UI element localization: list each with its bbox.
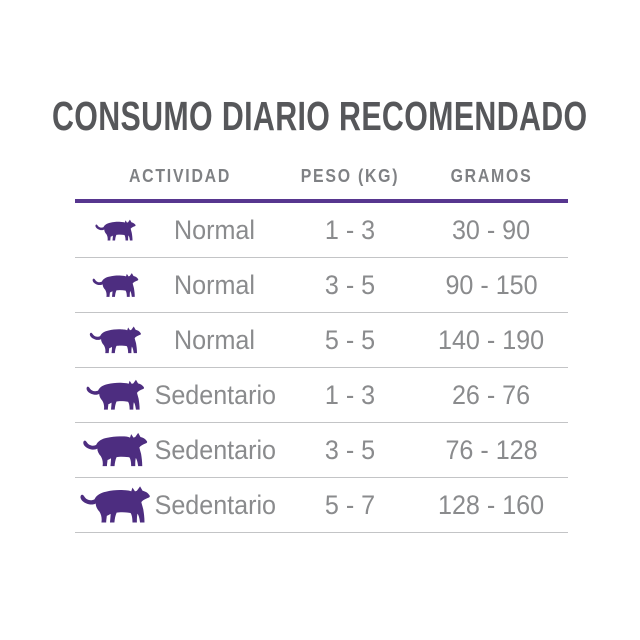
activity-cell: Normal — [174, 324, 256, 355]
column-header-gramos: GRAMOS — [450, 165, 533, 186]
cat-size-cell — [75, 258, 145, 312]
peso-cell: 5 - 5 — [324, 324, 376, 355]
peso-cell: 3 - 5 — [324, 269, 376, 300]
cat-size-cell — [75, 203, 145, 257]
table-row: Normal 1 - 3 30 - 90 — [75, 203, 568, 258]
gramos-cell: 128 - 160 — [438, 489, 545, 520]
cat-icon — [84, 379, 147, 413]
cat-size-cell — [75, 423, 145, 477]
gramos-cell: 26 - 76 — [452, 379, 531, 410]
cat-icon — [94, 219, 138, 243]
table-header-row: ACTIVIDAD PESO (KG) GRAMOS — [75, 164, 568, 188]
column-header-actividad: ACTIVIDAD — [128, 165, 232, 186]
table-row: Sedentario 5 - 7 128 - 160 — [75, 478, 568, 533]
table-row: Normal 3 - 5 90 - 150 — [75, 258, 568, 313]
peso-cell: 5 - 7 — [324, 489, 376, 520]
activity-cell: Normal — [174, 269, 256, 300]
cat-icon — [78, 486, 154, 527]
activity-cell: Sedentario — [154, 379, 276, 410]
table-row: Sedentario 1 - 3 26 - 76 — [75, 368, 568, 423]
peso-cell: 1 - 3 — [324, 214, 376, 245]
page-title: CONSUMO DIARIO RECOMENDADO — [52, 93, 588, 139]
peso-cell: 3 - 5 — [324, 434, 376, 465]
header-underline-rule — [75, 199, 568, 203]
activity-cell: Sedentario — [154, 434, 276, 465]
gramos-cell: 140 - 190 — [438, 324, 545, 355]
gramos-cell: 76 - 128 — [445, 434, 538, 465]
table-row: Sedentario 3 - 5 76 - 128 — [75, 423, 568, 478]
feeding-table: ACTIVIDAD PESO (KG) GRAMOS Normal 1 - 3 … — [75, 164, 568, 533]
column-header-peso: PESO (KG) — [300, 165, 400, 186]
gramos-cell: 30 - 90 — [452, 214, 531, 245]
cat-icon — [91, 273, 141, 300]
table-row: Normal 5 - 5 140 - 190 — [75, 313, 568, 368]
cat-icon — [81, 432, 151, 470]
cat-size-cell — [75, 478, 145, 532]
peso-cell: 1 - 3 — [324, 379, 376, 410]
cat-size-cell — [75, 313, 145, 367]
cat-size-cell — [75, 368, 145, 422]
gramos-cell: 90 - 150 — [445, 269, 538, 300]
activity-cell: Sedentario — [154, 489, 276, 520]
activity-cell: Normal — [174, 214, 256, 245]
cat-icon — [88, 326, 144, 356]
